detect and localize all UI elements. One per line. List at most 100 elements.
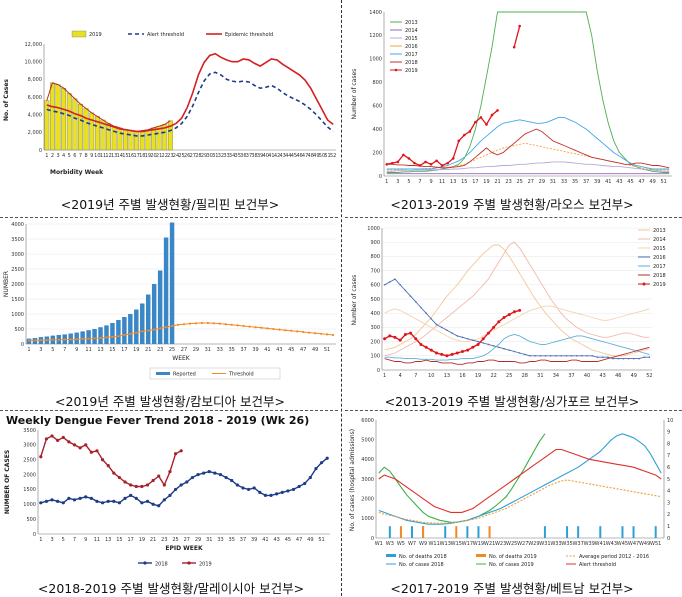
x-tick-label: 36 <box>240 153 246 159</box>
point-2019 <box>61 435 65 440</box>
point-2016 <box>440 326 443 329</box>
point-threshold <box>147 329 150 332</box>
legend-marker-2019 <box>394 68 398 72</box>
y2-tick-label: 3 <box>667 500 670 506</box>
chart-laos: 0 200 400 600 800 1000 1200 1400 1 3 5 7 9 11 13 15 17 19… <box>346 0 682 192</box>
x-tick-label: 35 <box>229 537 235 543</box>
point-threshold <box>99 336 102 340</box>
point-2016 <box>539 355 542 357</box>
series-line-epidemic-threshold <box>46 52 334 133</box>
point-2016 <box>435 323 438 326</box>
chart-philippines: 0 2,000 4,000 6,000 8,000 10,000 12,000 1 2 3 4 5 6 7… <box>0 0 340 192</box>
x-axis-label: WEEK <box>172 355 191 362</box>
point-threshold <box>188 322 192 325</box>
x-tick-label: 25 <box>517 179 523 185</box>
point-2019 <box>145 483 150 487</box>
bar-deaths-2019 <box>422 526 425 538</box>
point-2019 <box>507 313 511 317</box>
x-tick-label: 28 <box>522 373 528 379</box>
point-2018 <box>129 493 133 497</box>
x-tick-label: 31 <box>212 153 218 159</box>
point-2019 <box>490 113 494 117</box>
legend-label-3: No. of cases 2018 <box>399 562 444 568</box>
x-tick-label: 33 <box>217 537 223 543</box>
point-threshold <box>242 324 245 328</box>
point-2019 <box>518 308 522 312</box>
point-2018 <box>140 501 144 505</box>
x-tick-label: W51 <box>650 541 661 547</box>
x-tick-label: 1 <box>383 373 386 379</box>
point-2018 <box>275 492 279 496</box>
bar-reported <box>116 320 121 344</box>
caption-laos: <2013-2019 주별 발생현황/라오스 보건부> <box>390 197 634 212</box>
x-tick-label: 17 <box>133 153 139 159</box>
point-2019 <box>512 310 516 314</box>
x-tick-label: 39 <box>252 347 258 353</box>
point-threshold <box>254 326 257 329</box>
point-2018 <box>235 483 239 487</box>
x-tick-label: 16 <box>459 373 465 379</box>
x-tick-label: 35 <box>228 347 234 353</box>
x-tick-label: W33 <box>550 541 561 547</box>
bar-2019 <box>151 127 156 151</box>
legend-label-2015: 2015 <box>405 36 418 42</box>
y-tick-label: 800 <box>370 254 380 260</box>
y2-tick-label: 4 <box>667 489 670 495</box>
x-tick-label: 28 <box>195 153 201 159</box>
point-2019 <box>457 139 461 143</box>
y-tick-label: 500 <box>26 517 36 523</box>
x-tick-label: 43 <box>279 153 285 159</box>
point-2016 <box>617 357 620 360</box>
point-2019 <box>497 320 501 324</box>
x-tick-label: 37 <box>246 153 252 159</box>
point-2019 <box>393 335 397 339</box>
caption-singapore: <2013-2019 주별 발생현황/싱가포르 보건부> <box>384 394 640 409</box>
x-tick-label: 51 <box>324 153 330 159</box>
x-tick-label: 13 <box>97 347 103 353</box>
x-tick-label: 15 <box>116 537 122 543</box>
x-tick-label: 29 <box>195 537 201 543</box>
chart-vietnam: 0 1000 2000 3000 4000 5000 6000 0 1 2 3 4 5 6 7 8 9 10 W1 W… <box>346 412 682 574</box>
bar-reported <box>122 317 127 344</box>
chart-singapore-svg: 0 100 200 300 400 500 600 700 800 900 1000 1 4 7 10 13 1… <box>351 226 666 379</box>
legend-label-2018: 2018 <box>405 60 418 66</box>
series-line-2016 <box>386 142 670 171</box>
point-2019 <box>100 458 105 462</box>
point-2018 <box>303 481 307 486</box>
point-threshold <box>153 328 156 331</box>
point-2019 <box>67 440 71 444</box>
point-2018 <box>106 499 110 503</box>
x-tick-label: W47 <box>628 541 639 547</box>
y-tick-label: 900 <box>370 240 380 246</box>
y-tick-label: 0 <box>377 368 380 374</box>
y-axis-label: NUMBER <box>3 271 10 297</box>
point-2016 <box>612 357 614 360</box>
y-tick-label: 600 <box>372 104 382 110</box>
x-tick-label: 7 <box>414 373 417 379</box>
point-2018 <box>218 472 223 477</box>
x-tick-label: 5 <box>407 179 410 185</box>
bar-deaths-2019 <box>399 526 402 538</box>
series-line-alert-threshold <box>378 448 662 513</box>
point-2018 <box>230 478 234 483</box>
point-2019 <box>78 446 82 450</box>
y2-tick-label: 0 <box>667 536 670 542</box>
point-threshold <box>302 330 305 334</box>
point-2016 <box>394 278 396 280</box>
x-tick-label: 7 <box>79 153 82 159</box>
y-tick-label: 2,000 <box>28 130 42 136</box>
point-2019 <box>407 157 411 160</box>
legend-label-alert: Alert threshold <box>147 32 184 38</box>
point-2018 <box>190 475 195 480</box>
series-line-2018 <box>40 457 328 507</box>
x-tick-label: W3 <box>386 541 394 547</box>
y-tick-label: 200 <box>370 339 380 345</box>
point-2018 <box>308 475 312 480</box>
x-tick-label: 25 <box>169 347 175 353</box>
point-2019 <box>388 334 392 338</box>
x-tick-label: W1 <box>375 541 383 547</box>
bar-reported <box>151 284 157 344</box>
x-tick-label: 4 <box>399 373 402 379</box>
point-2016 <box>544 355 547 357</box>
caption-philippines: <2019년 주별 발생현황/필리핀 보건부> <box>60 197 280 212</box>
